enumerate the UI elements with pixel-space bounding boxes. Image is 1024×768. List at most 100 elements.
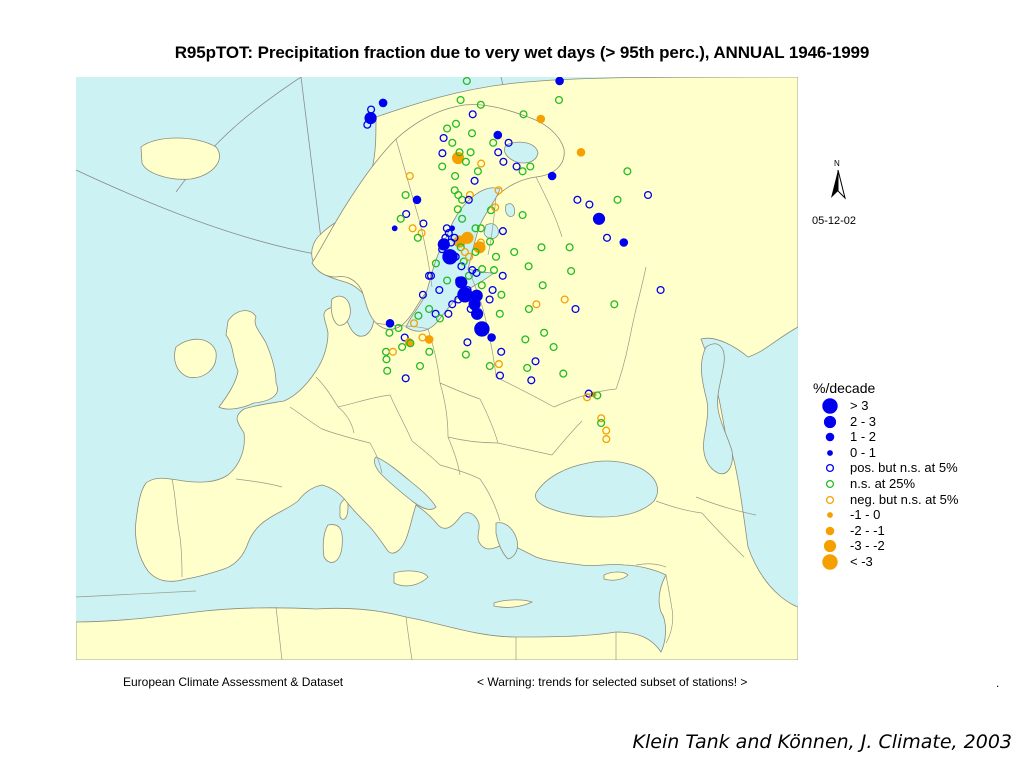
citation: Klein Tank and Können, J. Climate, 2003 — [632, 731, 1012, 753]
lake-onega — [505, 203, 515, 217]
station-marker-ns25 — [396, 214, 405, 223]
station-marker-neg-ns — [405, 171, 414, 181]
station-marker-pos-ns — [531, 357, 540, 366]
station-marker-pos-ns — [438, 245, 447, 254]
station-marker-pos-ns — [402, 209, 411, 219]
station-marker-ns25 — [518, 210, 527, 220]
black-sea — [535, 460, 658, 518]
station-marker-neg-ns — [602, 426, 611, 435]
legend-item: 1 - 2 — [813, 429, 1013, 445]
station-marker-ns25 — [383, 366, 392, 375]
station-marker-pos-ns — [457, 262, 466, 271]
station-marker-pos — [555, 77, 564, 86]
station-marker-neg-ns — [560, 295, 569, 304]
legend-item-label: -3 - -2 — [850, 538, 885, 554]
station-marker-pos — [385, 319, 395, 328]
great-britain — [218, 310, 278, 410]
legend-marker — [825, 526, 835, 536]
station-marker-ns25 — [549, 342, 558, 352]
station-marker-ns25 — [610, 300, 619, 309]
station-marker-ns25 — [567, 266, 576, 276]
legend-marker — [825, 464, 835, 473]
footer-source: European Climate Assessment & Dataset — [123, 675, 344, 689]
station-marker-pos — [442, 249, 458, 265]
station-marker-ns25 — [476, 100, 485, 109]
station-marker-neg-ns — [465, 190, 474, 200]
station-marker-neg-ns — [494, 360, 503, 369]
station-marker-pos-ns — [497, 347, 506, 356]
station-marker-pos-ns — [431, 309, 440, 318]
white-sea — [504, 141, 539, 164]
station-marker-pos — [378, 98, 388, 108]
legend-symbol — [822, 398, 838, 414]
station-marker-ns25 — [524, 262, 533, 271]
station-marker-pos-ns — [435, 285, 444, 295]
ireland — [174, 338, 217, 378]
station-marker-pos-ns — [498, 227, 507, 236]
station-marker-ns25 — [443, 124, 452, 133]
legend-marker — [822, 554, 838, 570]
legend-symbol — [827, 512, 833, 519]
station-marker-ns25 — [471, 247, 480, 257]
legend-title: %/decade — [813, 380, 876, 396]
station-marker-pos-ns — [512, 162, 521, 171]
station-marker-ns25 — [471, 224, 480, 233]
legend-item: -3 - -2 — [813, 538, 1013, 554]
station-marker-pos — [455, 276, 468, 289]
station-marker-ns25 — [489, 266, 499, 275]
station-marker-ns25 — [485, 361, 494, 371]
station-marker-ns25 — [540, 328, 549, 337]
legend-symbol — [825, 479, 835, 489]
iceland — [140, 137, 220, 180]
legend-marker — [823, 540, 837, 553]
station-marker-ns25 — [518, 167, 527, 176]
station-marker-neg-ns — [491, 203, 500, 212]
station-marker-ns25 — [476, 224, 485, 233]
station-marker-pos-ns — [468, 110, 477, 119]
station-marker-ns25 — [467, 129, 477, 138]
legend-symbol — [822, 554, 838, 570]
caspian-sea — [701, 343, 733, 475]
station-marker-ns25 — [466, 148, 475, 157]
station-marker-ns25 — [462, 77, 471, 86]
corsica — [339, 498, 349, 520]
station-marker-pos — [457, 287, 473, 303]
station-marker-ns25 — [497, 290, 506, 299]
station-marker-ns25 — [435, 314, 444, 323]
station-marker-ns25 — [456, 95, 465, 105]
sicily — [393, 570, 429, 587]
legend-symbol — [823, 540, 837, 553]
station-marker-pos-ns — [419, 219, 428, 228]
station-marker-pos — [364, 111, 377, 125]
station-marker-ns25 — [425, 347, 434, 356]
station-marker-pos-ns — [454, 295, 463, 304]
station-marker-pos-ns — [451, 252, 460, 261]
aegean-sea — [495, 522, 518, 560]
station-marker-pos — [619, 238, 629, 247]
legend-symbol — [825, 526, 835, 536]
station-marker-pos-ns — [426, 271, 436, 280]
station-marker-ns25 — [485, 237, 495, 246]
station-marker-ns25 — [613, 195, 622, 204]
station-marker-ns25 — [491, 252, 501, 261]
legend-item-label: neg. but n.s. at 5% — [850, 491, 959, 507]
station-marker-ns25 — [443, 276, 452, 285]
station-marker-pos-ns — [571, 304, 580, 314]
station-marker-pos-ns — [527, 376, 536, 385]
station-marker-pos-ns — [504, 138, 513, 147]
station-marker-pos — [493, 130, 503, 140]
station-marker-pos-ns — [602, 233, 612, 242]
station-marker-ns25 — [524, 304, 533, 314]
station-marker-pos-ns — [472, 268, 481, 277]
legend-item-label: > 3 — [850, 398, 869, 413]
legend-item-label: -1 - 0 — [850, 507, 881, 523]
station-marker-pos-ns — [442, 224, 451, 233]
legend-item: -1 - 0 — [813, 507, 1013, 523]
cyprus — [603, 571, 629, 581]
station-marker-ns25 — [414, 311, 423, 320]
legend-marker — [827, 449, 833, 456]
station-marker-ns25 — [519, 110, 528, 119]
station-marker-pos — [412, 195, 422, 205]
station-marker-ns25 — [459, 257, 468, 266]
